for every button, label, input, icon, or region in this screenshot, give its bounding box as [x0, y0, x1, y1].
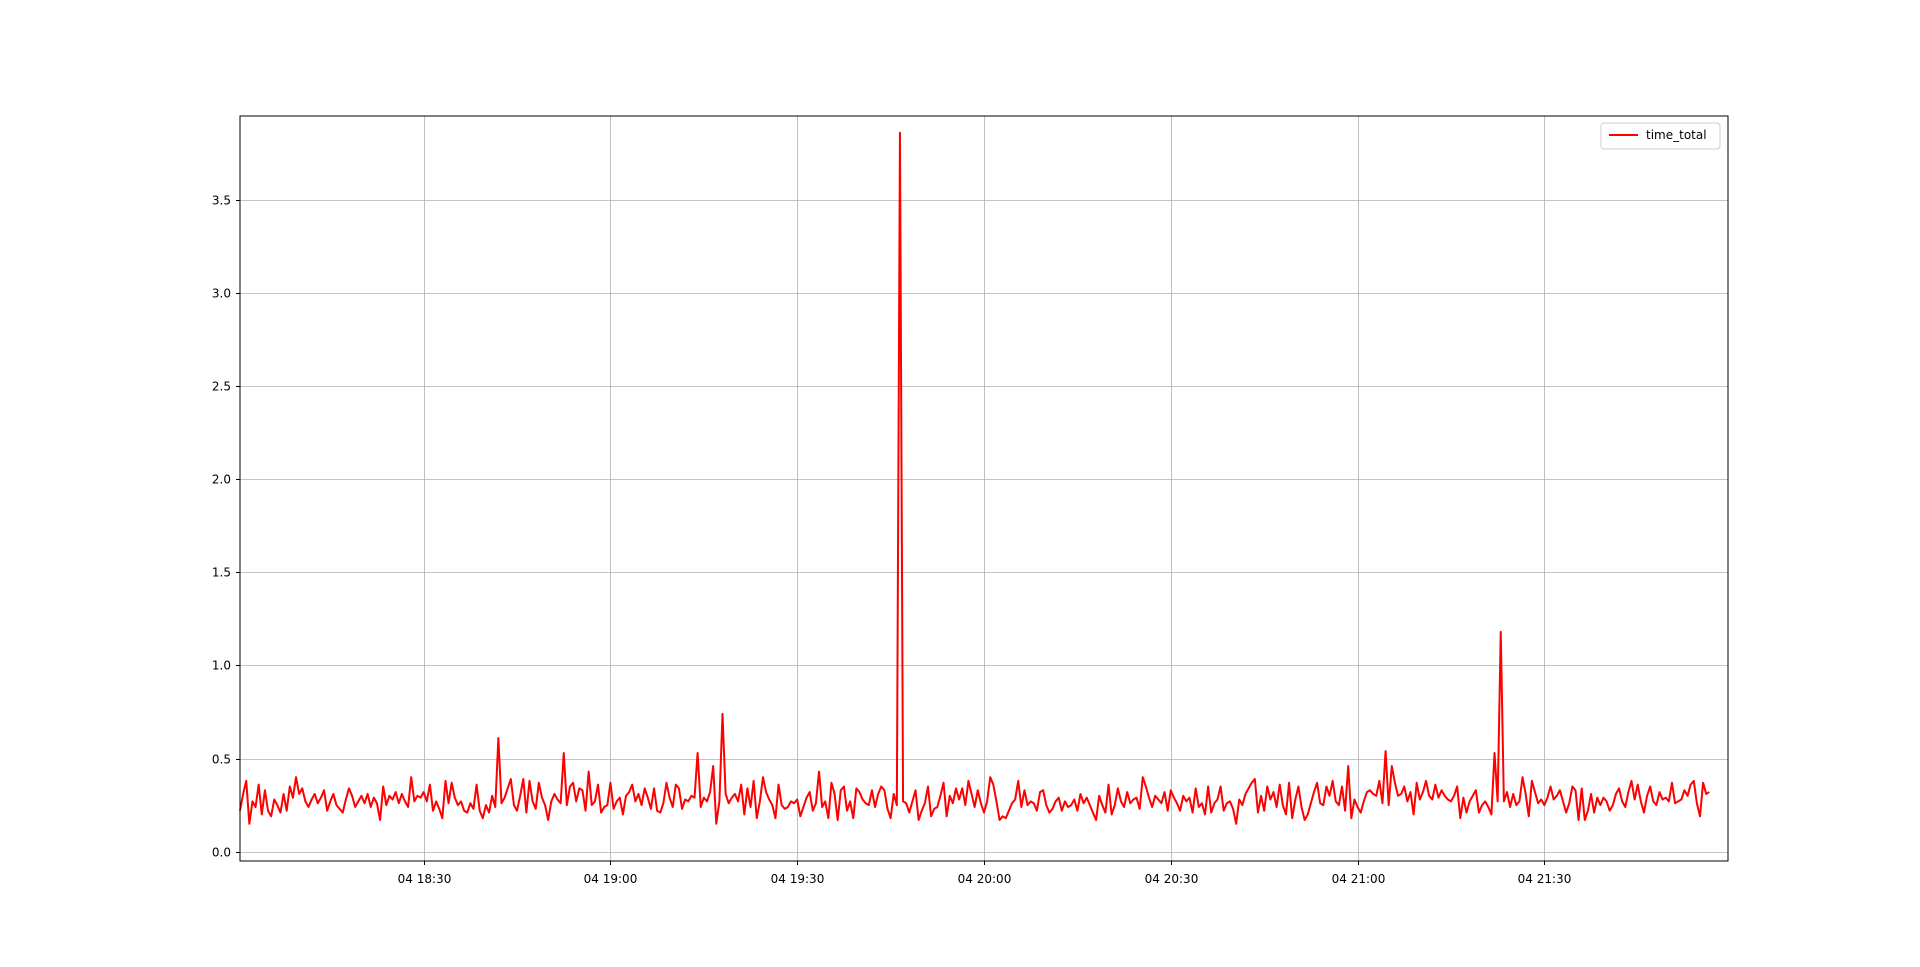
legend-label: time_total	[1646, 128, 1707, 142]
y-tick-label: 1.0	[212, 659, 231, 673]
x-tick-label: 04 21:00	[1332, 872, 1386, 886]
series-layer	[239, 131, 1710, 825]
series-line-time-total	[239, 131, 1710, 825]
x-tick-label: 04 20:00	[958, 872, 1012, 886]
x-tick-label: 04 20:30	[1145, 872, 1199, 886]
x-tick-label: 04 19:00	[584, 872, 638, 886]
y-tick-label: 0.5	[212, 753, 231, 767]
y-tick-label: 1.5	[212, 566, 231, 580]
legend: time_total	[1600, 122, 1721, 150]
x-tick-label: 04 21:30	[1518, 872, 1572, 886]
y-tick-label: 2.5	[212, 380, 231, 394]
y-tick-label: 2.0	[212, 473, 231, 487]
legend-frame	[1600, 122, 1721, 150]
y-tick-label: 0.0	[212, 846, 231, 860]
y-axis: 0.0 0.5 1.0 1.5 2.0 2.5 3.0 3.5	[212, 194, 240, 860]
x-tick-label: 04 19:30	[771, 872, 825, 886]
x-tick-label: 04 18:30	[398, 872, 452, 886]
y-tick-label: 3.5	[212, 194, 231, 208]
y-tick-label: 3.0	[212, 287, 231, 301]
grid-lines	[240, 116, 1728, 861]
x-axis: 04 18:30 04 19:00 04 19:30 04 20:00 04 20:30…	[398, 861, 1572, 886]
